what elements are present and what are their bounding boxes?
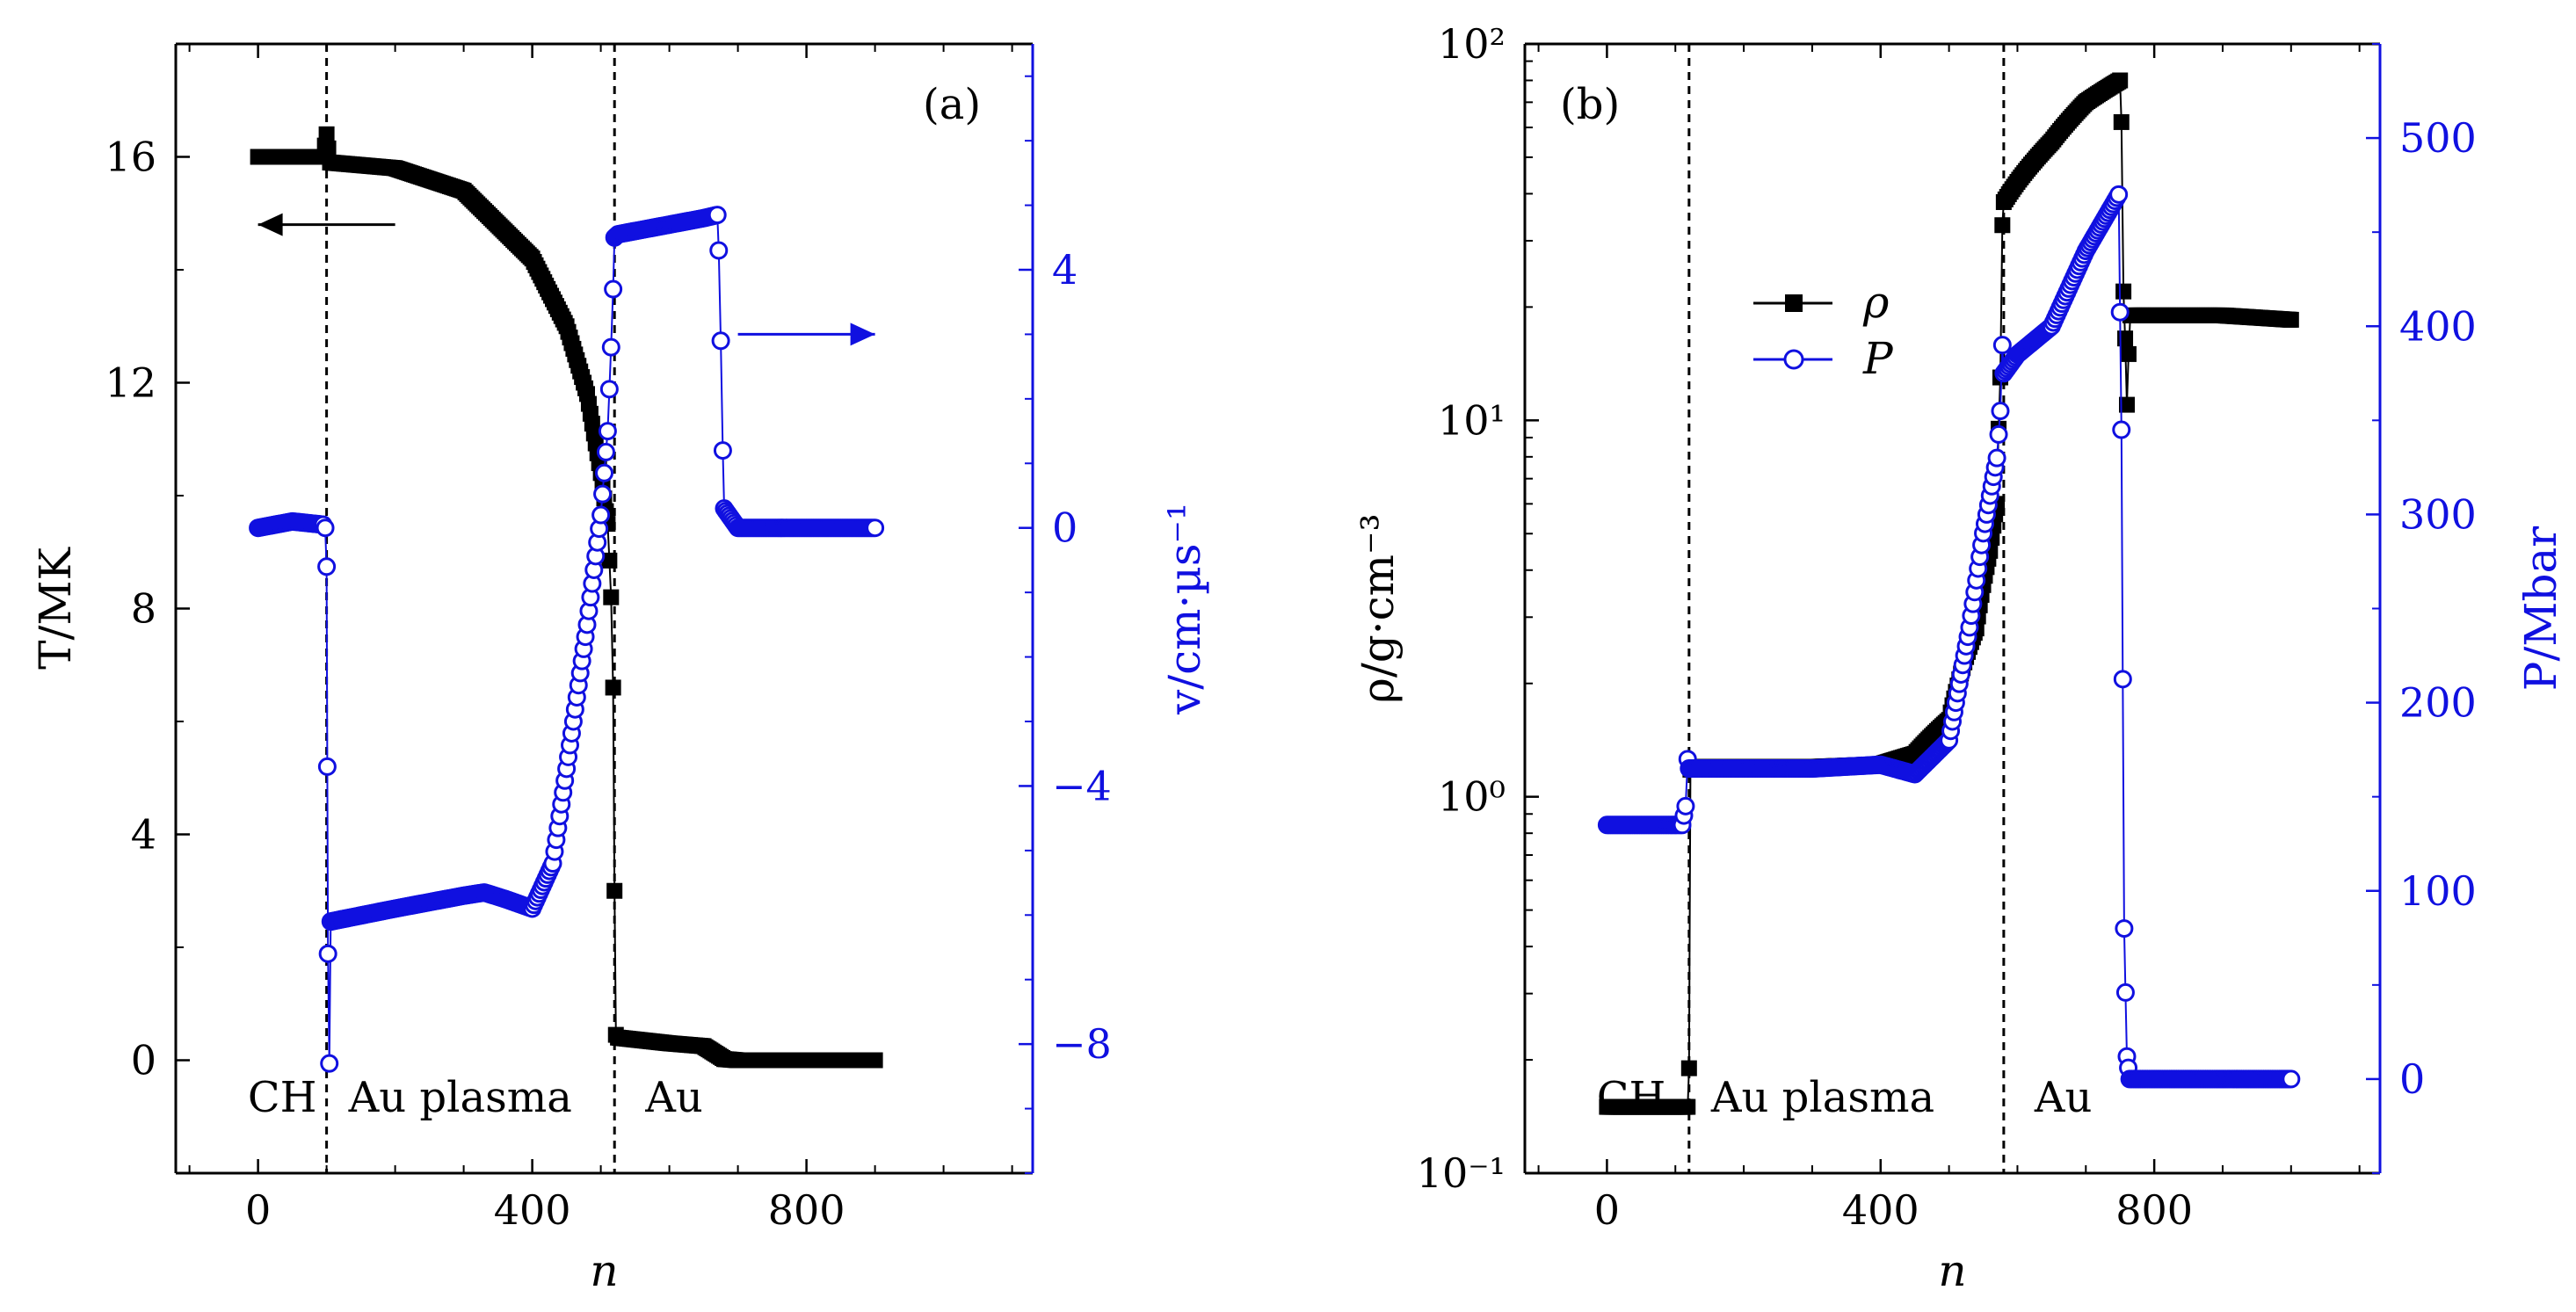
data-point-circle [316, 518, 335, 538]
data-point-circle [595, 463, 613, 482]
y-tick-label: 10¹ [1438, 396, 1506, 444]
x-tick-label: 0 [1594, 1186, 1620, 1234]
y2-tick-label: 4 [1052, 246, 1078, 294]
panel-label: (a) [923, 80, 981, 129]
panel-a: 0 400 800 0 4 8 12 16 −8 −4 0 4 n T/MK v/cm·µs⁻¹ CH Au p… [30, 42, 1210, 1296]
legend-marker-square [1785, 294, 1803, 312]
data-point-circle [711, 331, 730, 351]
data-point-circle [604, 279, 623, 299]
y-tick-label: 10⁰ [1438, 773, 1506, 821]
y2-axis-title: P/Mbar [2515, 526, 2566, 692]
x-tick-label: 800 [768, 1186, 845, 1234]
data-point-square [606, 882, 623, 899]
y-tick-label: 8 [131, 585, 156, 633]
data-point-circle [317, 757, 337, 776]
legend-label: ρ [1862, 277, 1890, 328]
data-point-circle [2115, 919, 2134, 939]
y2-tick-label: 100 [2399, 867, 2477, 915]
y2-tick-label: 200 [2399, 679, 2477, 727]
panel-label: (b) [1560, 80, 1620, 129]
region-label: Au [644, 1073, 703, 1122]
data-point-circle [2282, 1069, 2301, 1089]
data-point-circle [2113, 670, 2132, 689]
data-point-circle [713, 441, 732, 460]
data-point-square [1680, 1098, 1696, 1115]
data-point-circle [709, 241, 729, 260]
data-point-square [867, 1052, 883, 1069]
data-point-square [603, 589, 620, 605]
y2-tick-label: 0 [1052, 504, 1078, 552]
data-point-square [2120, 345, 2137, 362]
data-point-circle [866, 518, 885, 538]
legend-label: P [1862, 333, 1894, 384]
region-label: Au [2034, 1073, 2093, 1122]
data-point-circle [1989, 424, 2008, 444]
data-area [1597, 72, 2301, 1115]
y-tick-label: 16 [105, 134, 156, 181]
direction-arrow-head [850, 323, 875, 346]
region-label: CH [248, 1073, 317, 1122]
y-tick-label: 12 [105, 359, 156, 407]
data-point-circle [1992, 336, 2012, 355]
region-label: Au plasma [348, 1073, 572, 1122]
data-point-circle [596, 442, 615, 461]
data-point-square [605, 679, 621, 696]
data-point-circle [317, 557, 337, 576]
x-tick-label: 400 [1842, 1186, 1919, 1234]
x-tick-label: 0 [245, 1186, 271, 1234]
data-point-circle [320, 1054, 339, 1073]
data-point-circle [707, 206, 727, 225]
data-point-circle [599, 380, 619, 399]
y-axis-title: ρ/g·cm⁻³ [1353, 514, 1404, 704]
y-tick-label: 10² [1438, 20, 1506, 68]
data-point-circle [593, 484, 613, 504]
data-point-square [2115, 283, 2132, 300]
x-tick-label: 400 [494, 1186, 571, 1234]
data-point-square [2112, 72, 2129, 89]
data-point-square [601, 552, 618, 569]
y2-tick-label: 300 [2399, 490, 2477, 538]
data-point-circle [601, 337, 620, 357]
data-point-square [2113, 113, 2130, 130]
data-point-circle [598, 422, 617, 441]
y2-axis-title: v/cm·µs⁻¹ [1159, 503, 1210, 715]
region-label: CH [1597, 1073, 1666, 1122]
y2-tick-label: 0 [2399, 1055, 2425, 1103]
x-axis-title: n [590, 1245, 618, 1296]
y-axis-title: T/MK [30, 546, 81, 669]
data-area [249, 126, 885, 1073]
y2-tick-label: 500 [2399, 114, 2477, 162]
y-tick-label: 0 [131, 1037, 156, 1084]
y-tick-label: 4 [131, 811, 156, 859]
y2-tick-label: 400 [2399, 302, 2477, 350]
direction-arrow-head [258, 213, 283, 236]
data-point-circle [1676, 796, 1695, 815]
data-point-circle [591, 505, 611, 525]
panel-b: 0 400 800 10⁻¹ 10⁰ 10¹ 10² 0 100 200 300 400 500 n ρ/g… [1353, 20, 2566, 1296]
data-point-square [2118, 396, 2135, 413]
data-point-circle [1987, 448, 2006, 468]
data-point-square [318, 126, 335, 142]
data-point-circle [2110, 302, 2130, 322]
y-tick-label: 10⁻¹ [1417, 1149, 1506, 1197]
data-point-circle [2115, 982, 2135, 1002]
y2-tick-label: −8 [1052, 1020, 1112, 1068]
data-point-square [1680, 1060, 1697, 1076]
y2-tick-label: −4 [1052, 762, 1112, 809]
data-point-square [2282, 311, 2299, 328]
data-point-circle [2112, 420, 2131, 439]
data-point-circle [1991, 402, 2010, 421]
region-label: Au plasma [1710, 1073, 1934, 1122]
data-point-circle [2109, 185, 2129, 204]
data-point-circle [318, 944, 337, 963]
legend-marker-circle [1783, 349, 1804, 370]
x-tick-label: 800 [2115, 1186, 2193, 1234]
data-point-square [320, 140, 337, 156]
x-axis-title: n [1938, 1245, 1966, 1296]
data-point-square [1994, 217, 2011, 234]
